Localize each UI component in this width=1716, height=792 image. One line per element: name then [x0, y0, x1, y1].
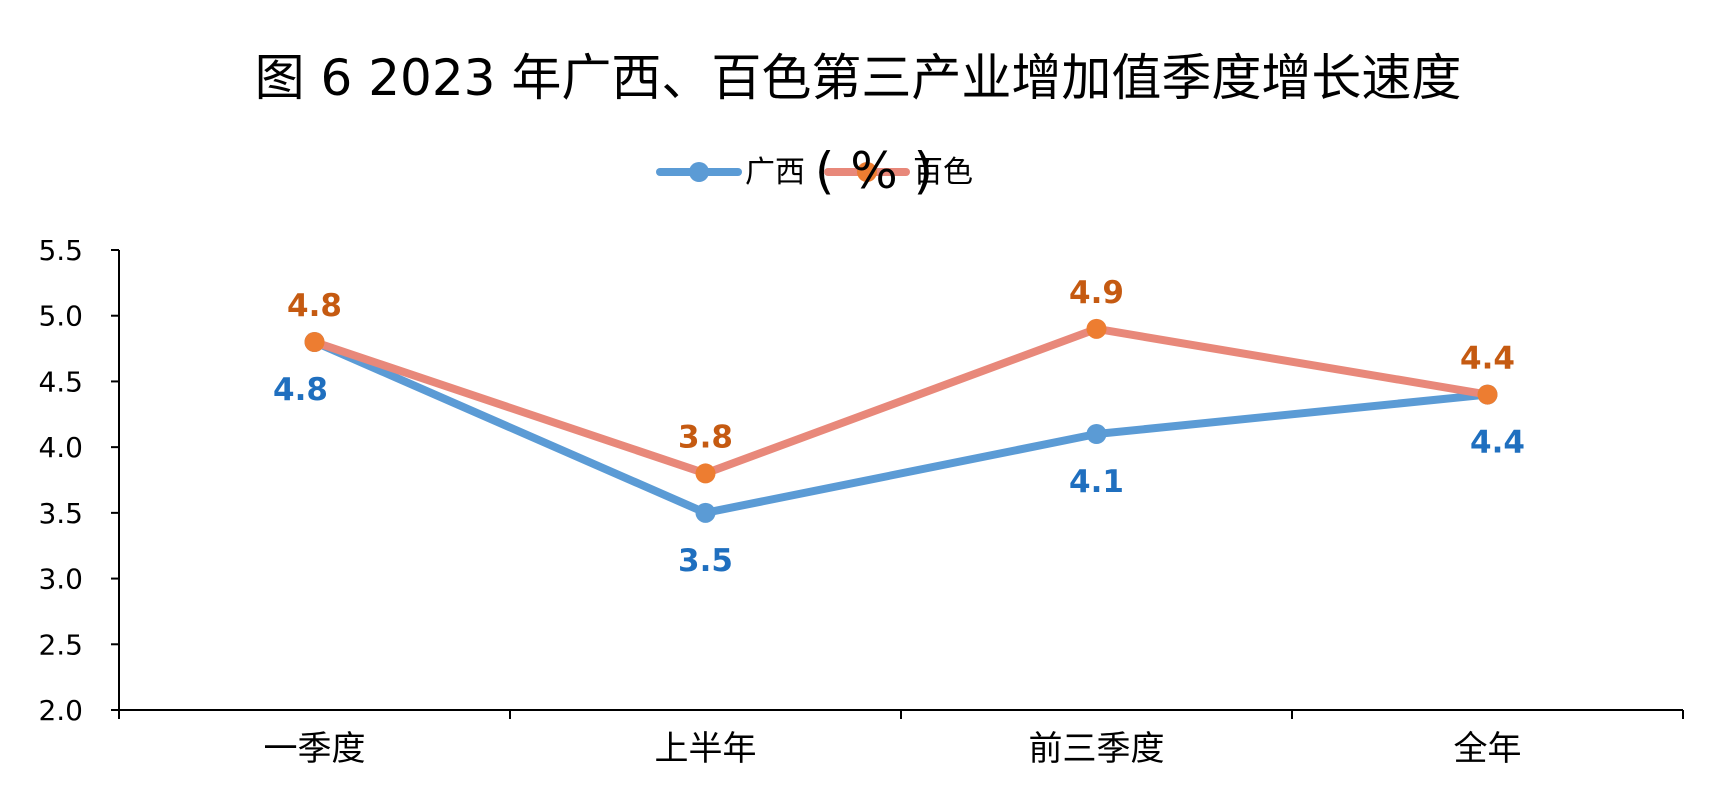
x-tick-label: 前三季度 — [1029, 729, 1165, 769]
y-tick-label: 4.0 — [38, 431, 83, 464]
legend-marker-baise — [857, 162, 877, 182]
data-label-series-0: 4.8 — [273, 372, 328, 408]
series-1-point — [1086, 318, 1107, 339]
series-1-point — [304, 332, 325, 352]
x-tick-label: 全年 — [1454, 729, 1522, 769]
series-1-point — [1477, 384, 1498, 405]
y-axis: 5.5 5.0 4.5 4.0 3.5 3.0 2.5 2.0 — [38, 234, 120, 727]
x-axis: 一季度 上半年 前三季度 全年 — [118, 709, 1684, 769]
data-label-series-1: 4.8 — [287, 288, 342, 324]
series-1-point — [695, 463, 716, 484]
series-layer — [304, 318, 1498, 523]
series-0-point — [1086, 424, 1107, 444]
chart-title: 图 6 2023 年广西、百色第三产业增加值季度增长速度 — [255, 49, 1462, 107]
y-tick-label: 5.0 — [38, 300, 83, 333]
data-label-series-0: 4.4 — [1470, 425, 1525, 461]
series-line-0 — [310, 338, 1492, 517]
x-tick-label: 上半年 — [655, 729, 757, 769]
series-0-point — [695, 502, 716, 523]
legend: 广西 百色 — [656, 155, 973, 190]
data-label-series-1: 4.4 — [1460, 341, 1515, 377]
data-label-series-0: 3.5 — [678, 543, 733, 579]
y-tick-label: 5.5 — [38, 234, 83, 267]
x-tick-label: 一季度 — [264, 729, 366, 769]
y-tick-label: 4.5 — [38, 365, 83, 398]
legend-marker-guangxi — [689, 162, 709, 182]
data-label-series-1: 4.9 — [1069, 275, 1124, 311]
y-tick-label: 3.0 — [38, 563, 83, 596]
series-line-1 — [310, 324, 1492, 478]
legend-label-guangxi: 广西 — [745, 155, 805, 190]
legend-label-baise: 百色 — [913, 155, 973, 190]
data-label-series-0: 4.1 — [1069, 464, 1124, 500]
y-tick-label: 3.5 — [38, 497, 83, 530]
data-label-layer: 4.8 3.5 4.1 4.4 4.8 3.8 4.9 4.4 — [273, 275, 1525, 579]
unit-label: ( % ) — [815, 142, 933, 200]
y-tick-label: 2.0 — [38, 694, 83, 727]
data-label-series-1: 3.8 — [678, 419, 733, 455]
y-tick-label: 2.5 — [38, 628, 83, 661]
